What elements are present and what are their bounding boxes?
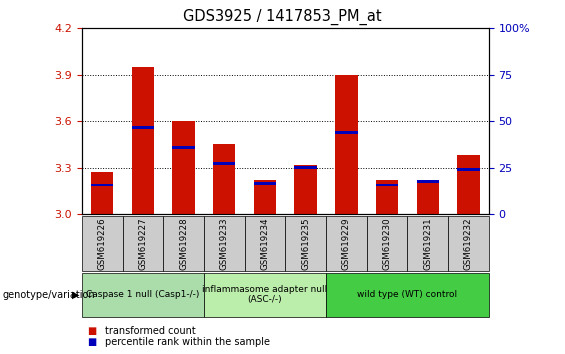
Text: ■: ■ [88,337,97,347]
Text: GSM619231: GSM619231 [423,217,432,270]
Text: GDS3925 / 1417853_PM_at: GDS3925 / 1417853_PM_at [183,9,382,25]
Text: GSM619228: GSM619228 [179,217,188,270]
Bar [204,216,245,271]
Text: genotype/variation: genotype/variation [3,290,95,300]
Bar [245,216,285,271]
Text: ▶: ▶ [72,290,79,300]
Bar [376,180,398,214]
Bar [91,172,114,214]
Bar [407,216,448,271]
Bar [457,168,480,171]
Text: GSM619234: GSM619234 [260,217,270,270]
Bar [213,162,236,165]
Text: Caspase 1 null (Casp1-/-): Caspase 1 null (Casp1-/-) [86,290,199,299]
Bar [294,166,317,169]
Bar [285,216,326,271]
Text: ■: ■ [88,326,97,336]
Bar [91,183,114,186]
Bar [457,155,480,214]
Text: transformed count: transformed count [105,326,195,336]
Text: GSM619233: GSM619233 [220,217,229,270]
Bar [213,144,236,214]
Bar [326,273,489,317]
Bar [82,216,123,271]
Text: GSM619232: GSM619232 [464,217,473,270]
Bar [376,183,398,186]
Bar [326,216,367,271]
Bar [132,67,154,214]
Bar [254,182,276,185]
Bar [172,121,195,214]
Text: GSM619230: GSM619230 [383,217,392,270]
Bar [416,180,439,214]
Bar [335,131,358,134]
Text: GSM619227: GSM619227 [138,217,147,270]
Bar [82,273,204,317]
Text: inflammasome adapter null
(ASC-/-): inflammasome adapter null (ASC-/-) [202,285,328,304]
Bar [132,126,154,129]
Text: GSM619226: GSM619226 [98,217,107,270]
Text: GSM619235: GSM619235 [301,217,310,270]
Bar [335,75,358,214]
Text: percentile rank within the sample: percentile rank within the sample [105,337,270,347]
Bar [204,273,326,317]
Bar [416,181,439,183]
Bar [294,165,317,214]
Bar [163,216,204,271]
Bar [367,216,407,271]
Text: wild type (WT) control: wild type (WT) control [357,290,458,299]
Bar [123,216,163,271]
Bar [448,216,489,271]
Bar [172,146,195,149]
Bar [254,180,276,214]
Text: GSM619229: GSM619229 [342,217,351,270]
